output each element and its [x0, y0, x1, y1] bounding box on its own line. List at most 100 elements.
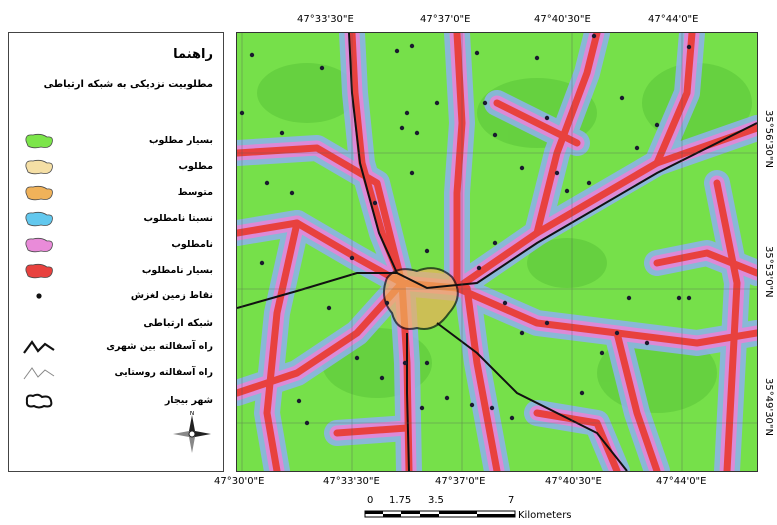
landslide-point	[326, 305, 332, 311]
legend-label: مطلوب	[178, 161, 213, 172]
landslide-point	[404, 110, 410, 116]
graticule	[237, 33, 757, 471]
scale-bar	[364, 510, 516, 518]
rather-unsuitable-swatch-icon	[25, 211, 53, 227]
top-axis-label: 47°33'30"E	[297, 14, 354, 25]
bottom-axis-label: 47°33'30"E	[323, 476, 380, 487]
landslide-point	[492, 240, 498, 246]
scale-label: 1.75	[389, 495, 412, 506]
landslide-point	[289, 190, 295, 196]
legend-label: راه آسفالته روستایی	[114, 367, 214, 378]
bijar-city-boundary	[382, 267, 459, 330]
landslide-point	[419, 405, 425, 411]
landslide-point	[519, 165, 525, 171]
landslide-point	[686, 44, 692, 50]
landslide-point	[319, 65, 325, 71]
landslide-point	[476, 265, 482, 271]
map-canvas	[237, 33, 757, 471]
legend-item-bijar-city: شهر بیجار	[17, 391, 213, 413]
landslide-point	[409, 43, 415, 49]
legend-item-very-suitable: بسیار مطلوب	[17, 131, 213, 153]
legend-label: نامطلوب	[171, 239, 213, 250]
network-section-title: شبکه ارتباطی	[143, 318, 213, 329]
legend-item-very-unsuitable: بسیار نامطلوب	[17, 261, 213, 283]
landslide-point	[409, 170, 415, 176]
landslide-point	[519, 330, 525, 336]
landslide-point	[579, 390, 585, 396]
landslide-point	[384, 300, 390, 306]
rural-road-line-icon	[23, 367, 55, 380]
landslide-point	[591, 33, 597, 39]
landslide-point	[296, 398, 302, 404]
landslide-point	[564, 188, 570, 194]
landslide-point	[619, 95, 625, 101]
suitability-map[interactable]	[236, 32, 758, 472]
landslide-point	[264, 180, 270, 186]
bottom-axis-label: 47°37'0"E	[435, 476, 486, 487]
landslide-point	[469, 402, 475, 408]
landslide-point	[379, 375, 385, 381]
landslide-point	[402, 360, 408, 366]
legend-item-landslide-points: نقاط زمین لغزش	[17, 286, 213, 308]
scale-label: 0	[367, 495, 374, 506]
legend-label: نقاط زمین لغزش	[130, 290, 213, 301]
legend-item-rural-road: راه آسفالته روستایی	[17, 363, 213, 385]
landslide-point	[492, 132, 498, 138]
landslide-point	[394, 48, 400, 54]
legend-item-suitable: مطلوب	[17, 157, 213, 179]
landslide-point	[444, 395, 450, 401]
legend-subtitle: مطلوبیت نزدیکی به شبکه ارتباطی	[43, 79, 213, 90]
legend-label: متوسط	[177, 187, 213, 198]
bottom-axis-label: 47°40'30"E	[545, 476, 602, 487]
legend-title: راهنما	[173, 47, 213, 62]
landslide-point	[686, 295, 692, 301]
bottom-axis-label: 47°44'0"E	[656, 476, 707, 487]
landslide-point	[239, 110, 245, 116]
landslide-point	[554, 170, 560, 176]
landslide-point	[482, 100, 488, 106]
top-axis-label: 47°44'0"E	[648, 14, 699, 25]
landslide-point	[634, 145, 640, 151]
unsuitable-swatch-icon	[25, 237, 53, 253]
legend-label: بسیار مطلوب	[149, 135, 213, 146]
legend-label: نسبتا نامطلوب	[143, 213, 213, 224]
landslide-point	[354, 355, 360, 361]
very-unsuitable-swatch-icon	[25, 263, 53, 279]
landslide-point	[586, 180, 592, 186]
landslide-point	[544, 320, 550, 326]
scale-label: 7	[508, 495, 515, 506]
landslide-point	[654, 122, 660, 128]
highways	[237, 33, 757, 471]
right-axis-label: 35°49'30"N	[763, 378, 774, 437]
landslide-point	[489, 405, 495, 411]
landslide-points	[239, 33, 692, 426]
landslide-point	[279, 130, 285, 136]
landslide-point	[534, 55, 540, 61]
landslide-point	[626, 295, 632, 301]
landslide-point	[249, 52, 255, 58]
landslide-point	[259, 260, 265, 266]
landslide-point	[372, 200, 378, 206]
legend-label: شهر بیجار	[164, 395, 213, 406]
city-boundary-icon	[25, 393, 53, 409]
right-axis-label: 35°56'30"N	[763, 110, 774, 169]
legend-item-highway: راه آسفالته بین شهری	[17, 337, 213, 359]
landslide-point	[424, 360, 430, 366]
landslide-point	[502, 300, 508, 306]
landslide-point	[644, 340, 650, 346]
legend-item-rather-unsuitable: نسبتا نامطلوب	[17, 209, 213, 231]
right-axis-label: 35°53'0"N	[763, 246, 774, 298]
highway-line-icon	[23, 340, 55, 354]
scale-label: 3.5	[428, 495, 444, 506]
scale-unit-label: Kilometers	[518, 510, 572, 521]
landslide-point	[544, 115, 550, 121]
landslide-point-icon	[36, 293, 42, 299]
landslide-point	[509, 415, 515, 421]
landslide-point	[414, 130, 420, 136]
top-axis-label: 47°40'30"E	[534, 14, 591, 25]
top-axis-label: 47°37'0"E	[420, 14, 471, 25]
moderate-swatch-icon	[25, 185, 53, 201]
landslide-point	[474, 50, 480, 56]
landslide-point	[614, 330, 620, 336]
landslide-point	[399, 125, 405, 131]
